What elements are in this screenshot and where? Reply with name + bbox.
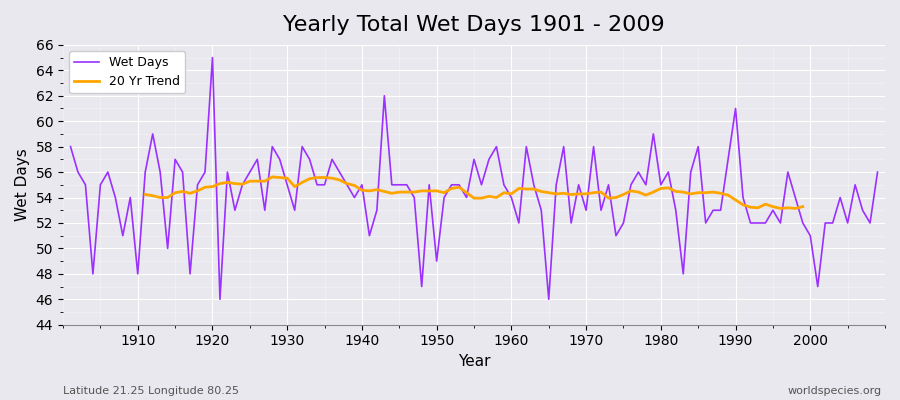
20 Yr Trend [797,204,808,209]
20 Yr Trend [140,192,150,197]
Line: Wet Days: Wet Days [70,58,878,299]
Wet Days [304,157,315,162]
20 Yr Trend [483,194,494,199]
20 Yr Trend [222,180,233,185]
Title: Yearly Total Wet Days 1901 - 2009: Yearly Total Wet Days 1901 - 2009 [284,15,665,35]
20 Yr Trend [730,198,741,202]
Legend: Wet Days, 20 Yr Trend: Wet Days, 20 Yr Trend [69,51,185,93]
Wet Days [125,195,136,200]
X-axis label: Year: Year [458,354,491,369]
20 Yr Trend [401,190,412,194]
Wet Days [513,220,524,225]
Wet Days [65,144,76,149]
20 Yr Trend [267,174,278,179]
Text: worldspecies.org: worldspecies.org [788,386,882,396]
Wet Days [872,170,883,174]
Wet Days [521,144,532,149]
20 Yr Trend [775,206,786,211]
Y-axis label: Wet Days: Wet Days [15,148,30,221]
20 Yr Trend [282,176,292,180]
Text: Latitude 21.25 Longitude 80.25: Latitude 21.25 Longitude 80.25 [63,386,239,396]
Wet Days [207,55,218,60]
Wet Days [214,297,225,302]
Wet Days [349,195,360,200]
Wet Days [610,233,621,238]
20 Yr Trend [207,184,218,189]
Line: 20 Yr Trend: 20 Yr Trend [145,177,803,208]
